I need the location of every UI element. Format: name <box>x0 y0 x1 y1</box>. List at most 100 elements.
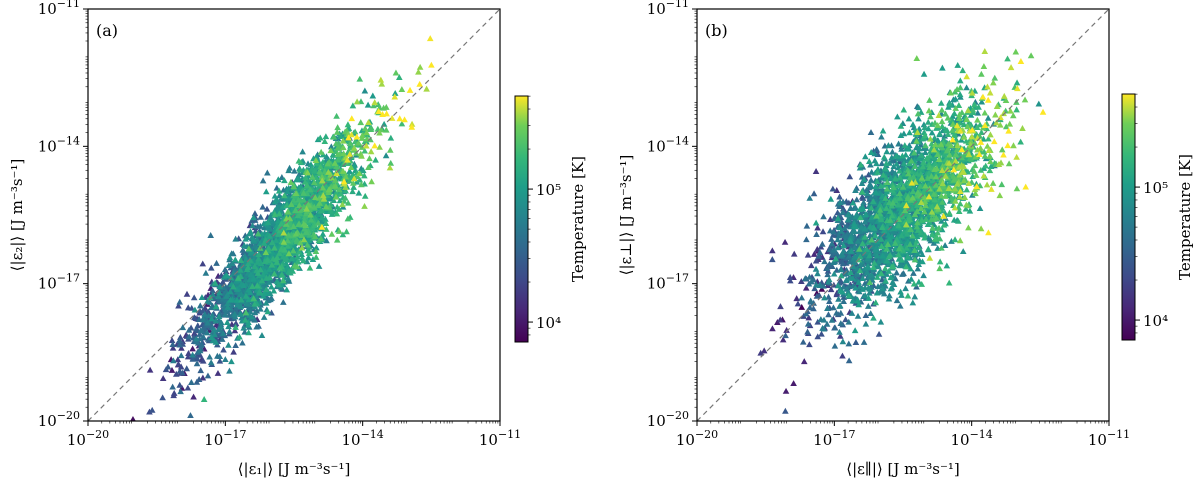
data-point <box>250 275 257 282</box>
data-point <box>828 316 836 323</box>
data-point <box>383 110 390 117</box>
data-point <box>833 309 840 316</box>
data-point <box>812 168 820 174</box>
data-point <box>861 233 869 240</box>
data-point <box>275 187 283 194</box>
data-point <box>196 330 204 337</box>
data-point <box>819 240 826 247</box>
data-point <box>307 211 314 218</box>
data-point <box>868 271 875 278</box>
data-point <box>322 215 329 222</box>
data-point <box>871 192 879 199</box>
data-point <box>256 244 264 251</box>
data-point <box>910 269 917 276</box>
data-point <box>231 327 239 334</box>
data-point <box>290 223 297 230</box>
data-point <box>973 180 980 187</box>
data-point <box>874 217 881 224</box>
data-point <box>212 317 219 324</box>
data-point <box>382 126 390 133</box>
data-point <box>309 224 316 231</box>
data-point <box>318 223 326 230</box>
y-tick-label: 10−14 <box>38 134 80 155</box>
data-point <box>256 288 263 295</box>
data-point <box>840 242 847 249</box>
data-point <box>369 92 377 99</box>
data-point <box>940 221 948 228</box>
data-point <box>361 202 368 209</box>
data-point <box>209 291 217 298</box>
data-point <box>880 153 888 160</box>
data-point <box>197 342 205 348</box>
data-point <box>416 80 424 87</box>
data-point <box>196 347 204 354</box>
data-point <box>919 212 926 219</box>
data-point <box>316 199 323 206</box>
data-point <box>245 296 253 303</box>
data-point <box>837 309 845 316</box>
data-point <box>836 224 844 230</box>
data-point <box>870 263 877 270</box>
data-point <box>882 277 890 284</box>
data-point <box>230 266 238 273</box>
data-point <box>303 181 311 188</box>
data-point <box>877 270 885 277</box>
data-point <box>218 319 225 326</box>
data-point <box>860 338 868 345</box>
data-point <box>254 258 261 265</box>
data-point <box>271 192 279 199</box>
data-point <box>309 256 317 262</box>
data-point <box>906 246 913 253</box>
data-point <box>886 292 893 299</box>
data-point <box>229 260 236 267</box>
data-point <box>814 224 821 231</box>
data-point <box>189 355 197 362</box>
data-point <box>936 130 944 137</box>
data-point <box>955 217 962 224</box>
data-point <box>251 210 259 217</box>
data-point <box>852 212 860 219</box>
data-point <box>250 214 257 221</box>
data-point <box>951 236 959 243</box>
data-point <box>864 262 872 269</box>
data-point <box>856 283 864 290</box>
data-point <box>223 319 231 325</box>
data-point <box>174 356 182 363</box>
data-point <box>976 205 984 212</box>
data-point <box>888 212 896 219</box>
axes-frame-a <box>87 8 501 422</box>
data-point <box>266 265 273 272</box>
x-axis-label-a: ⟨|ε₁|⟩ [J m⁻³s⁻¹] <box>238 460 351 478</box>
data-point <box>840 247 847 254</box>
data-point <box>820 213 827 220</box>
data-point <box>183 365 191 372</box>
data-point <box>319 158 327 165</box>
data-point <box>814 333 822 340</box>
data-point <box>861 225 869 232</box>
data-point <box>237 302 245 309</box>
data-point <box>232 235 239 242</box>
data-point <box>907 275 915 282</box>
data-point <box>867 310 875 317</box>
data-point <box>292 207 299 213</box>
data-point <box>226 328 233 335</box>
data-point <box>170 392 177 399</box>
data-point <box>408 120 416 127</box>
data-point <box>367 148 375 155</box>
data-point <box>358 152 365 159</box>
data-point <box>857 214 864 221</box>
data-point <box>303 229 311 236</box>
data-point <box>903 230 911 237</box>
data-point <box>365 119 372 125</box>
data-point <box>885 142 892 149</box>
data-point <box>877 318 885 325</box>
data-point <box>259 271 267 278</box>
data-point <box>806 194 814 201</box>
data-point <box>291 167 298 174</box>
data-point <box>913 283 920 290</box>
data-point <box>890 281 898 287</box>
data-point <box>211 279 219 286</box>
data-point <box>259 177 267 184</box>
data-point <box>920 70 928 77</box>
data-point <box>238 296 245 303</box>
